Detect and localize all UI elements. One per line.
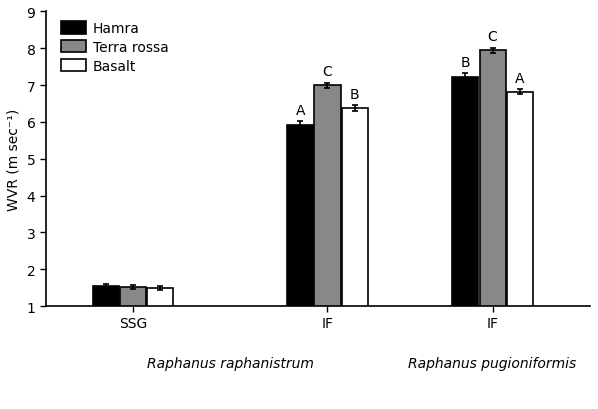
Text: Raphanus pugioniformis: Raphanus pugioniformis <box>408 356 576 370</box>
Bar <box>480 51 506 306</box>
Bar <box>147 288 173 306</box>
Text: C: C <box>488 30 498 44</box>
Text: B: B <box>350 88 359 102</box>
Bar <box>315 86 340 306</box>
Y-axis label: WVR (m sec⁻¹): WVR (m sec⁻¹) <box>7 108 21 210</box>
Text: A: A <box>515 72 524 85</box>
Bar <box>341 109 368 306</box>
Bar <box>507 92 533 306</box>
Bar <box>452 78 478 306</box>
Bar <box>120 287 147 306</box>
Text: C: C <box>322 65 332 79</box>
Bar <box>93 286 119 306</box>
Text: Raphanus raphanistrum: Raphanus raphanistrum <box>147 356 314 370</box>
Text: A: A <box>295 103 305 117</box>
Text: B: B <box>460 56 470 70</box>
Legend: Hamra, Terra rossa, Basalt: Hamra, Terra rossa, Basalt <box>58 19 172 76</box>
Bar <box>287 126 313 306</box>
